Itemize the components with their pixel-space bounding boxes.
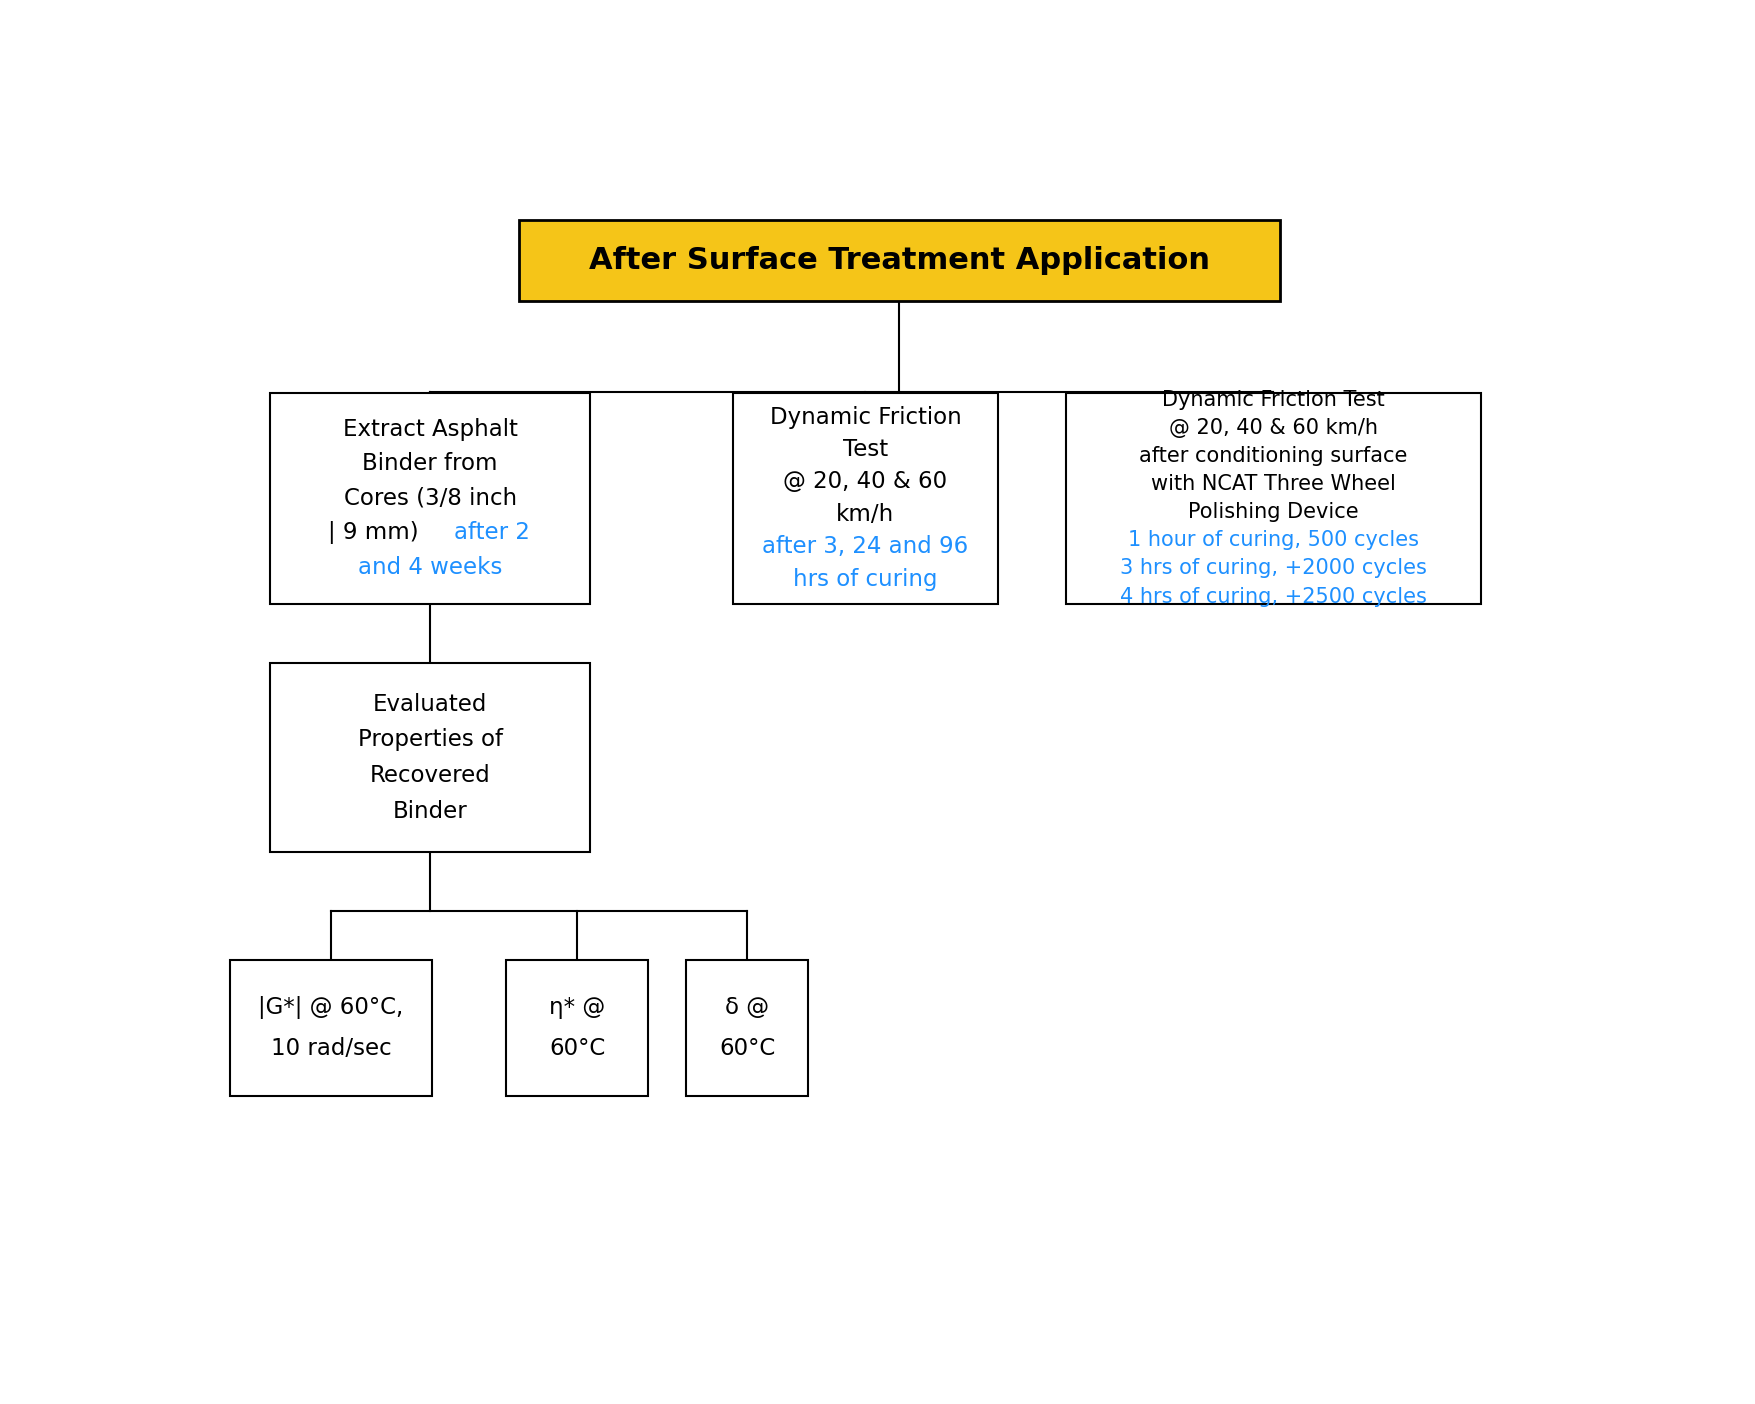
Text: and 4 weeks: and 4 weeks [358,556,502,578]
Text: 3 hrs of curing, +2000 cycles: 3 hrs of curing, +2000 cycles [1120,559,1427,578]
Text: η* @: η* @ [549,995,605,1019]
Text: @ 20, 40 & 60: @ 20, 40 & 60 [783,470,948,493]
Text: after 3, 24 and 96: after 3, 24 and 96 [762,535,969,559]
Text: Evaluated: Evaluated [374,692,488,716]
Text: hrs of curing: hrs of curing [793,567,937,591]
Text: Recovered: Recovered [370,764,491,788]
Text: After Surface Treatment Application: After Surface Treatment Application [590,246,1209,275]
Text: 60°C: 60°C [549,1038,605,1060]
Text: km/h: km/h [837,503,895,526]
Text: Cores (3/8 inch: Cores (3/8 inch [344,487,516,510]
Text: Extract Asphalt: Extract Asphalt [342,417,518,441]
Text: δ @: δ @ [725,995,769,1019]
FancyBboxPatch shape [686,960,809,1095]
FancyBboxPatch shape [270,663,590,852]
FancyBboxPatch shape [270,393,590,604]
Text: Polishing Device: Polishing Device [1188,503,1358,522]
Text: | 9 mm): | 9 mm) [328,521,425,545]
FancyBboxPatch shape [1065,393,1481,604]
Text: after conditioning surface: after conditioning surface [1139,446,1408,466]
Text: 60°C: 60°C [720,1038,776,1060]
FancyBboxPatch shape [505,960,649,1095]
Text: 10 rad/sec: 10 rad/sec [270,1038,391,1060]
Text: after 2: after 2 [453,521,530,545]
Text: Dynamic Friction Test: Dynamic Friction Test [1162,390,1385,410]
Text: Binder from: Binder from [363,452,498,475]
Text: Binder: Binder [393,800,467,823]
FancyBboxPatch shape [519,220,1279,300]
Text: 4 hrs of curing, +2500 cycles: 4 hrs of curing, +2500 cycles [1120,587,1427,607]
Text: @ 20, 40 & 60 km/h: @ 20, 40 & 60 km/h [1169,418,1378,438]
Text: Properties of: Properties of [358,729,502,751]
Text: |G*| @ 60°C,: |G*| @ 60°C, [258,995,404,1019]
FancyBboxPatch shape [734,393,999,604]
Text: Test: Test [842,438,888,461]
FancyBboxPatch shape [230,960,432,1095]
Text: 1 hour of curing, 500 cycles: 1 hour of curing, 500 cycles [1128,531,1420,550]
Text: with NCAT Three Wheel: with NCAT Three Wheel [1151,475,1395,494]
Text: Dynamic Friction: Dynamic Friction [769,406,962,428]
